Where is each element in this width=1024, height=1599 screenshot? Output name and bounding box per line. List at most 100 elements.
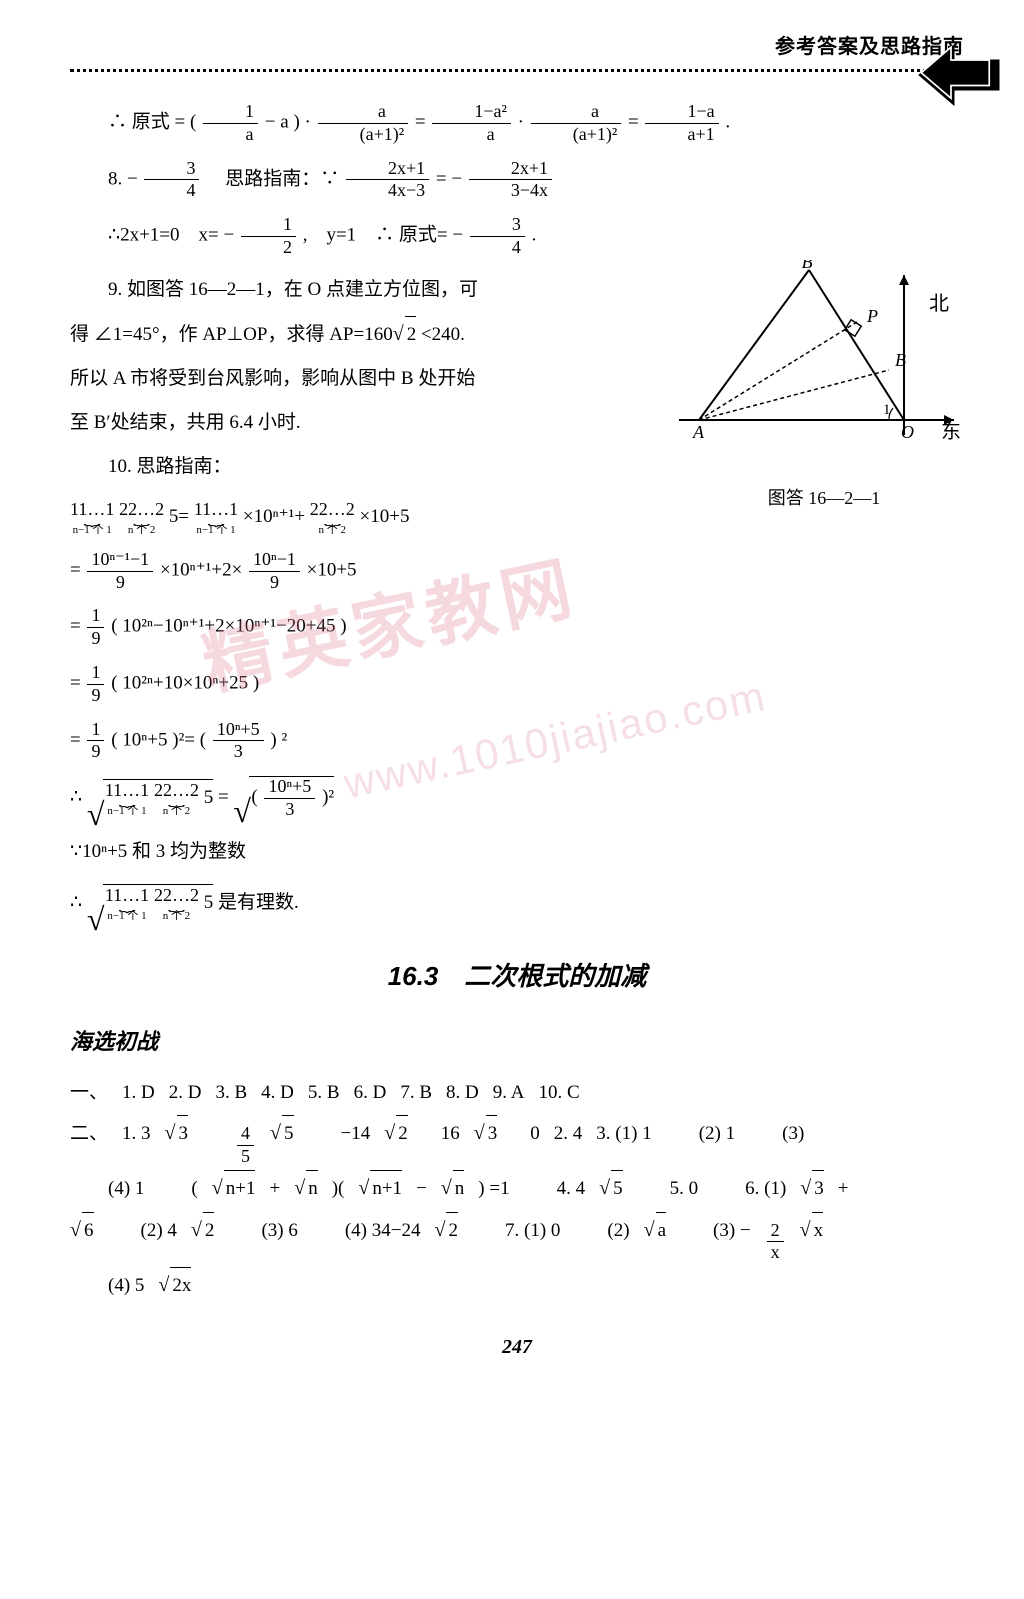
line-13: = 19 ( 10ⁿ+5 )²= ( 10ⁿ+53 ) ² bbox=[70, 720, 964, 763]
label-b: B bbox=[895, 350, 906, 370]
sqrt: 2 bbox=[446, 1212, 458, 1249]
answers-row-b1: 二、 1. 33 455 −142 163 0 2. 4 3. (1) 1 (2… bbox=[70, 1115, 964, 1167]
text: = bbox=[628, 112, 639, 133]
ans: 7. B bbox=[400, 1075, 432, 1111]
ans: 3. (1) 1 bbox=[596, 1116, 651, 1152]
text: ² bbox=[281, 729, 287, 750]
text: ∴ bbox=[70, 892, 82, 913]
ans: 6. (1) bbox=[745, 1171, 786, 1207]
label: 二、 bbox=[70, 1116, 108, 1152]
text: = bbox=[70, 673, 85, 694]
text: = − bbox=[436, 168, 462, 189]
line-7: 至 B′处结束，共用 6.4 小时. bbox=[70, 405, 640, 441]
den: 3 bbox=[264, 799, 315, 820]
ans: 16 bbox=[422, 1116, 460, 1152]
sqrt-big-3: 11…1⏟n−1 个 1 22…2⏟n 个 2 5 bbox=[103, 884, 213, 922]
page: 参考答案及思路指南 ∴ 原式 = ( 1a − a ) · a(a+1)² = … bbox=[0, 0, 1024, 1396]
separator bbox=[70, 69, 964, 72]
label-angle: 1 bbox=[883, 402, 891, 418]
text: ∴ bbox=[70, 787, 82, 808]
num: 1 bbox=[241, 215, 296, 237]
ans: (4) 1 bbox=[108, 1171, 144, 1207]
ans: 9. A bbox=[493, 1075, 525, 1111]
r: 3 bbox=[488, 1123, 498, 1144]
sqrt: 2 bbox=[203, 1212, 215, 1249]
num: a bbox=[531, 102, 622, 124]
line-2: 8. − 34 思路指南：∵ 2x+14x−3 = − 2x+13−4x bbox=[70, 159, 964, 202]
den: 9 bbox=[87, 628, 104, 649]
den: 9 bbox=[249, 572, 300, 593]
ans: 2. 4 bbox=[554, 1116, 583, 1152]
num: 10ⁿ+5 bbox=[213, 720, 264, 742]
line-14: ∴ 11…1⏟n−1 个 1 22…2⏟n 个 2 5 = ( 10ⁿ+53 )… bbox=[70, 776, 964, 820]
den: 3−4x bbox=[469, 180, 552, 201]
label-north: 北 bbox=[929, 292, 949, 315]
text: = bbox=[415, 112, 426, 133]
ans: (2) 1 bbox=[699, 1116, 735, 1152]
sqrt: a bbox=[656, 1212, 666, 1249]
num: 10ⁿ⁻¹−1 bbox=[87, 550, 153, 572]
text: − a bbox=[265, 112, 289, 133]
ans: (3) bbox=[782, 1116, 804, 1152]
figure-caption: 图答 16—2—1 bbox=[674, 481, 974, 515]
r: n bbox=[455, 1178, 465, 1199]
content: ∴ 原式 = ( 1a − a ) · a(a+1)² = 1−a²a · a(… bbox=[70, 102, 964, 1366]
ans: 5. B bbox=[308, 1075, 340, 1111]
r: 3 bbox=[179, 1123, 189, 1144]
ans: + bbox=[269, 1171, 280, 1207]
num: 3 bbox=[144, 159, 199, 181]
r: 5 bbox=[613, 1178, 623, 1199]
ans: 1. 3 bbox=[122, 1116, 151, 1152]
den: 4x−3 bbox=[346, 180, 429, 201]
r: 5 bbox=[284, 1123, 294, 1144]
r: n bbox=[308, 1178, 318, 1199]
num: 10ⁿ+5 bbox=[264, 777, 315, 799]
label-east: 东 bbox=[941, 420, 961, 443]
ans: 6. D bbox=[354, 1075, 387, 1111]
sqrt: 2x bbox=[170, 1267, 191, 1304]
ans: (2) 4 bbox=[141, 1213, 177, 1249]
ans: 4. 4 bbox=[557, 1171, 586, 1207]
line-16: ∴ 11…1⏟n−1 个 1 22…2⏟n 个 2 5 是有理数. bbox=[70, 884, 964, 922]
sqrt: 2 bbox=[405, 316, 417, 353]
den: 3 bbox=[213, 741, 264, 762]
ans: 1. D bbox=[122, 1075, 155, 1111]
ans: 5. 0 bbox=[670, 1171, 699, 1207]
sqrt-big: 11…1⏟n−1 个 1 22…2⏟n 个 2 5 bbox=[103, 779, 213, 817]
underbrace-22: 22…2⏟n 个 2 bbox=[119, 500, 164, 536]
answers-row-a: 一、 1. D 2. D 3. B 4. D 5. B 6. D 7. B 8.… bbox=[70, 1075, 964, 1111]
num: 2 bbox=[767, 1221, 784, 1243]
sqrt: n bbox=[453, 1170, 465, 1207]
text: . bbox=[725, 112, 730, 133]
text: 得 ∠1=45°，作 AP⊥OP，求得 AP=160 bbox=[70, 324, 393, 345]
line-1: ∴ 原式 = ( 1a − a ) · a(a+1)² = 1−a²a · a(… bbox=[70, 102, 964, 145]
text: ×10+5 bbox=[307, 560, 357, 581]
sqrt: n+1 bbox=[224, 1170, 256, 1207]
den: 4 bbox=[144, 180, 199, 201]
ans: (3) − bbox=[713, 1213, 751, 1249]
text: ×10ⁿ⁺¹+2× bbox=[160, 560, 242, 581]
ans: + bbox=[838, 1171, 849, 1207]
line-4: 9. 如图答 16—2—1，在 O 点建立方位图，可 bbox=[70, 272, 640, 308]
r: 3 bbox=[814, 1178, 824, 1199]
label: 一、 bbox=[70, 1075, 108, 1111]
page-header: 参考答案及思路指南 bbox=[70, 30, 964, 59]
ans: (4) 34−24 bbox=[345, 1213, 421, 1249]
label-bprime: B' bbox=[802, 260, 818, 272]
den: a+1 bbox=[645, 124, 718, 145]
den: (a+1)² bbox=[531, 124, 622, 145]
den: a bbox=[203, 124, 258, 145]
num: 1−a bbox=[645, 102, 718, 124]
line-5: 得 ∠1=45°，作 AP⊥OP，求得 AP=160 2 <240. bbox=[70, 316, 640, 353]
text: <240. bbox=[416, 324, 465, 345]
sqrt: 2 bbox=[396, 1115, 408, 1152]
text: 8. bbox=[108, 168, 127, 189]
r: n+1 bbox=[226, 1178, 256, 1199]
ans: )( bbox=[332, 1171, 345, 1207]
num: 3 bbox=[470, 215, 525, 237]
num: 1 bbox=[203, 102, 258, 124]
underbrace-11b: 11…1⏟n−1 个 1 bbox=[194, 500, 238, 536]
text: = bbox=[70, 616, 85, 637]
ans: (2) bbox=[607, 1213, 629, 1249]
ans: −14 bbox=[341, 1116, 371, 1152]
